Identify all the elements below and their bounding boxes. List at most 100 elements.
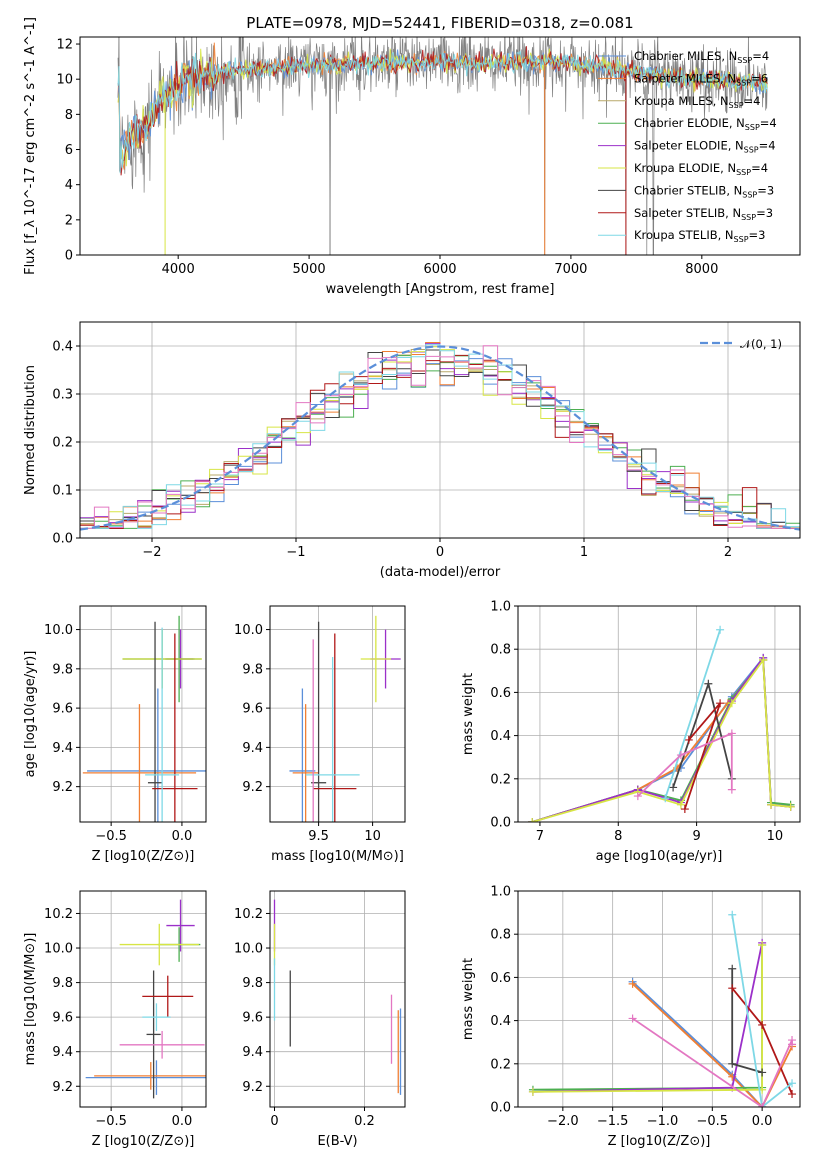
y-tick-label: 9.2 bbox=[242, 780, 263, 795]
legend-label: Salpeter ELODIE, NSSP=4 bbox=[634, 139, 776, 155]
series-marker bbox=[727, 699, 736, 708]
y-tick-label: 0.2 bbox=[490, 1057, 511, 1072]
axes-frame bbox=[517, 605, 801, 823]
plot-area bbox=[528, 910, 797, 1107]
y-tick-label: 9.8 bbox=[242, 662, 263, 677]
x-tick-label: 5000 bbox=[293, 262, 326, 277]
axes-frame bbox=[517, 890, 801, 1108]
plot-area bbox=[85, 899, 206, 1099]
normal-curve bbox=[80, 345, 800, 531]
y-tick-label: 4 bbox=[65, 178, 73, 193]
panel-residuals: 𝒩(0, 1) −2 −1 0 1 2 0.0 0.1 0.2 0.3 0.4 (data-model… bbox=[23, 321, 801, 580]
y-tick-label: 0.8 bbox=[490, 928, 511, 943]
x-tick-label: −2.0 bbox=[547, 1114, 579, 1129]
y-tick-label: 9.8 bbox=[52, 662, 73, 677]
legend-label: Kroupa STELIB, NSSP=3 bbox=[634, 228, 765, 244]
x-tick-label: 10 bbox=[767, 829, 784, 844]
x-axis-label: mass [log10(M/M⊙)] bbox=[271, 849, 404, 864]
x-tick-label: 8000 bbox=[685, 262, 718, 277]
series-marker bbox=[628, 979, 637, 988]
series-marker bbox=[528, 1087, 537, 1096]
y-axis-label: mass weight bbox=[461, 958, 476, 1040]
x-axis-label: age [log10(age/yr)] bbox=[596, 849, 723, 864]
plot-area bbox=[80, 341, 800, 531]
y-tick-label: 0.4 bbox=[490, 1014, 511, 1029]
y-tick-label: 1.0 bbox=[490, 885, 511, 900]
x-tick-label: −1.5 bbox=[597, 1114, 629, 1129]
series-marker bbox=[661, 794, 670, 803]
x-tick-label: 9.5 bbox=[308, 829, 329, 844]
y-tick-label: 9.8 bbox=[242, 976, 263, 991]
y-tick-label: 9.4 bbox=[52, 741, 73, 756]
y-tick-label: 0.2 bbox=[52, 436, 73, 451]
y-tick-label: 0.6 bbox=[490, 971, 511, 986]
x-tick-label: −1.0 bbox=[647, 1114, 679, 1129]
y-tick-label: 9.8 bbox=[52, 976, 73, 991]
series-marker bbox=[676, 751, 685, 760]
y-tick-label: 10.0 bbox=[234, 942, 263, 957]
plot-area bbox=[117, 37, 768, 255]
y-tick-label: 0.0 bbox=[490, 1101, 511, 1116]
legend-label: Chabrier MILES, NSSP=4 bbox=[634, 49, 769, 65]
x-axis-label: wavelength [Angstrom, rest frame] bbox=[326, 282, 555, 297]
series-marker bbox=[758, 1103, 767, 1107]
panel-spectrum: Chabrier MILES, NSSP=4 Salpeter MILES, NS… bbox=[23, 17, 801, 297]
histogram-step bbox=[80, 344, 800, 529]
series-line bbox=[532, 945, 763, 1091]
x-axis-label: Z [log10(Z/Z⊙)] bbox=[608, 1134, 711, 1149]
panel-mass-vs-EBV: 0 0.2 9.2 9.4 9.6 9.8 10.0 10.2 E(B-V) bbox=[234, 890, 406, 1149]
series-line bbox=[664, 629, 721, 799]
series-marker bbox=[528, 818, 537, 822]
x-tick-label: −0.5 bbox=[697, 1114, 729, 1129]
x-tick-label: 4000 bbox=[162, 262, 195, 277]
y-tick-label: 1.0 bbox=[490, 600, 511, 615]
axes-frame bbox=[269, 890, 406, 1108]
series-line bbox=[731, 914, 793, 1107]
y-tick-label: 9.6 bbox=[242, 702, 263, 717]
x-axis-label: Z [log10(Z/Z⊙)] bbox=[92, 1134, 195, 1149]
legend-label: Kroupa ELODIE, NSSP=4 bbox=[634, 161, 768, 177]
plot-area bbox=[289, 615, 401, 822]
y-tick-label: 8 bbox=[65, 108, 73, 123]
series-marker bbox=[786, 802, 795, 811]
panel-mass-vs-Z: −0.5 0.0 9.2 9.4 9.6 9.8 10.0 10.2 Z [log10(Z/Z⊙… bbox=[23, 890, 207, 1149]
x-tick-label: −0.5 bbox=[95, 1114, 127, 1129]
y-tick-label: 0.4 bbox=[52, 340, 73, 355]
series-marker bbox=[716, 699, 725, 708]
x-tick-label: 0.0 bbox=[752, 1114, 773, 1129]
y-axis-label: mass weight bbox=[461, 673, 476, 755]
series-marker bbox=[728, 1059, 737, 1068]
legend-label: Chabrier STELIB, NSSP=3 bbox=[634, 183, 774, 199]
x-axis-label: E(B-V) bbox=[317, 1134, 357, 1149]
y-axis-label: Normed distribution bbox=[23, 365, 38, 495]
series-marker bbox=[728, 984, 737, 993]
series-marker bbox=[727, 729, 736, 738]
x-tick-label: 0 bbox=[436, 545, 444, 560]
y-tick-label: 12 bbox=[56, 38, 73, 53]
series-marker bbox=[758, 1020, 767, 1029]
y-tick-label: 0.2 bbox=[490, 772, 511, 787]
series-marker bbox=[676, 800, 685, 809]
legend-label: Chabrier ELODIE, NSSP=4 bbox=[634, 116, 777, 132]
series-marker bbox=[728, 910, 737, 919]
y-tick-label: 10.0 bbox=[44, 623, 73, 638]
y-axis-label: mass [log10(M/M⊙)] bbox=[23, 933, 38, 1066]
x-tick-label: 0.2 bbox=[354, 1114, 375, 1129]
x-tick-label: 0.0 bbox=[172, 829, 193, 844]
y-tick-label: 10.2 bbox=[44, 907, 73, 922]
y-tick-label: 0.0 bbox=[490, 816, 511, 831]
y-tick-label: 9.6 bbox=[52, 1011, 73, 1026]
plot-area bbox=[528, 625, 795, 822]
legend-label: Salpeter STELIB, NSSP=3 bbox=[634, 206, 773, 222]
x-tick-label: 9 bbox=[692, 829, 700, 844]
spectrum-model bbox=[117, 50, 768, 174]
x-tick-label: 8 bbox=[614, 829, 622, 844]
x-axis-label: (data-model)/error bbox=[380, 565, 501, 580]
series-marker bbox=[758, 941, 767, 949]
x-tick-label: 0 bbox=[270, 1114, 278, 1129]
y-tick-label: 0.6 bbox=[490, 686, 511, 701]
y-tick-label: 0.8 bbox=[490, 643, 511, 658]
y-tick-label: 10.0 bbox=[44, 942, 73, 957]
legend-label: Salpeter MILES, NSSP=6 bbox=[634, 71, 768, 87]
